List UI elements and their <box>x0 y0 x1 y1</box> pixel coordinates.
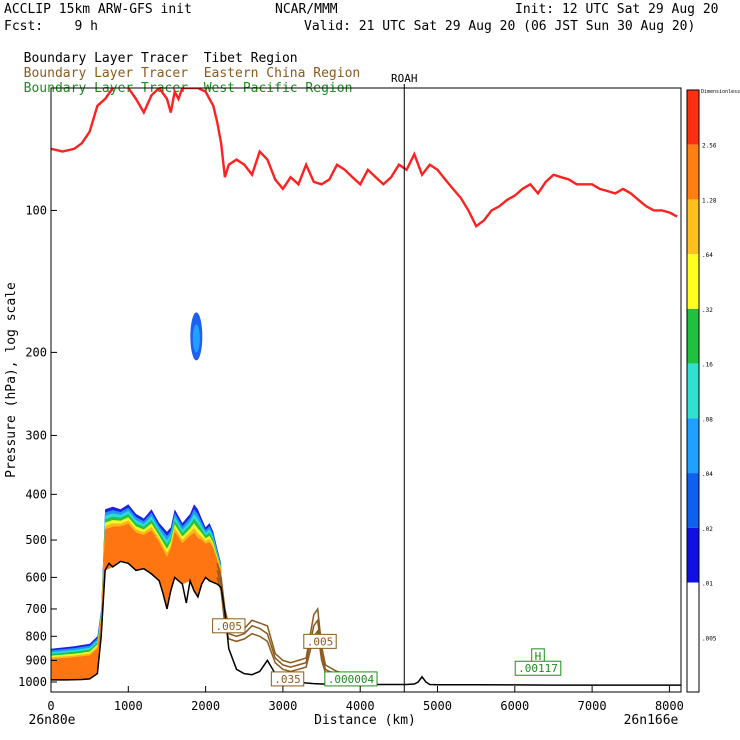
contour-label-box-3 <box>324 671 378 687</box>
legend-eastern-china-label: Boundary Layer Tracer <box>23 66 189 81</box>
legend-tibet-region: Tibet Region <box>203 51 298 66</box>
x-tick-label-0: 0 <box>47 699 54 713</box>
contour-label-1: .005 <box>307 635 334 648</box>
y-tick-label-3: 400 <box>25 487 47 501</box>
station-label: ROAH <box>391 72 418 85</box>
colorbar-level-1: .01 <box>702 581 713 588</box>
colorbar-level-6: .32 <box>702 307 713 314</box>
legend-tibet-label: Boundary Layer Tracer <box>23 51 189 66</box>
x-tick-label-4: 4000 <box>346 699 375 713</box>
tracer-blob-inner <box>192 324 200 353</box>
colorbar-swatch-10 <box>687 637 699 692</box>
y-tick-label-4: 500 <box>25 533 47 547</box>
colorbar-swatch-3 <box>687 254 699 309</box>
x-tick-label-3: 3000 <box>268 699 297 713</box>
contour-label-5: .00117 <box>518 662 558 675</box>
tropopause-line <box>51 88 678 229</box>
colorbar-swatch-0 <box>687 90 699 145</box>
colorbar-swatch-8 <box>687 527 699 583</box>
tibet-tracer-band-6 <box>51 523 222 680</box>
x-tick-label-1: 1000 <box>114 699 143 713</box>
contour-label-box-1 <box>303 633 337 649</box>
y-tick-label-0: 100 <box>25 203 47 217</box>
legend-eastern-china: Boundary Layer Tracer Eastern China Regi… <box>8 51 361 81</box>
x-tick-label-5: 5000 <box>423 699 452 713</box>
x-tick-label-8: 8000 <box>655 699 684 713</box>
colorbar-level-2: .02 <box>702 526 713 533</box>
terrain-line <box>51 560 681 686</box>
left-end-label: 26n80e <box>29 713 76 728</box>
legend-eastern-china-region: Eastern China Region <box>203 66 361 81</box>
colorbar-level-7: .64 <box>702 252 713 259</box>
x-tick-label-7: 7000 <box>578 699 607 713</box>
contour-label-box-0 <box>212 618 246 634</box>
y-tick-label-5: 600 <box>25 570 47 584</box>
contour-label-box-5 <box>514 660 562 676</box>
colorbar-title: Dimensionless <box>701 89 740 95</box>
x-axis-label: Distance (km) <box>314 713 416 728</box>
colorbar-level-0: .005 <box>702 635 717 642</box>
contour-label-4: H <box>535 650 542 663</box>
right-end-label: 26n166e <box>624 713 679 728</box>
y-axis-label: Pressure (hPa), log scale <box>4 282 19 478</box>
colorbar-swatch-7 <box>687 473 699 528</box>
contour-label-3: .000004 <box>328 673 375 686</box>
valid-time: Valid: 21 UTC Sat 29 Aug 20 (06 JST Sun … <box>304 19 696 34</box>
y-tick-label-2: 300 <box>25 428 47 442</box>
model-title: ACCLIP 15km ARW-GFS init <box>4 2 192 17</box>
contour-label-2: .035 <box>274 673 301 686</box>
colorbar-level-9: 2.56 <box>702 143 717 150</box>
plot-frame <box>50 87 682 693</box>
contour-label-0: .005 <box>216 620 243 633</box>
contour-label-box-2 <box>270 671 305 687</box>
colorbar-swatch-2 <box>687 199 699 255</box>
init-time: Init: 12 UTC Sat 29 Aug 20 <box>515 2 719 17</box>
y-tick-label-8: 900 <box>25 653 47 667</box>
colorbar-level-8: 1.28 <box>702 197 717 204</box>
colorbar-frame <box>686 89 700 693</box>
y-tick-label-6: 700 <box>25 602 47 616</box>
legend-tibet: Boundary Layer Tracer Tibet Region <box>8 36 298 66</box>
y-tick-label-1: 200 <box>25 345 47 359</box>
x-tick-label-2: 2000 <box>191 699 220 713</box>
colorbar-level-4: .08 <box>702 416 713 423</box>
colorbar-swatch-6 <box>687 418 699 474</box>
forecast-hour: Fcst: 9 h <box>4 19 98 34</box>
colorbar-level-3: .04 <box>702 471 713 478</box>
colorbar-level-5: .16 <box>702 362 713 369</box>
y-tick-label-7: 800 <box>25 629 47 643</box>
x-tick-label-6: 6000 <box>500 699 529 713</box>
colorbar-swatch-4 <box>687 308 699 364</box>
colorbar-swatch-9 <box>687 582 699 638</box>
colorbar-swatch-1 <box>687 144 699 200</box>
colorbar-swatch-5 <box>687 363 699 419</box>
y-tick-label-9: 1000 <box>18 675 47 689</box>
center-title: NCAR/MMM <box>275 2 338 17</box>
